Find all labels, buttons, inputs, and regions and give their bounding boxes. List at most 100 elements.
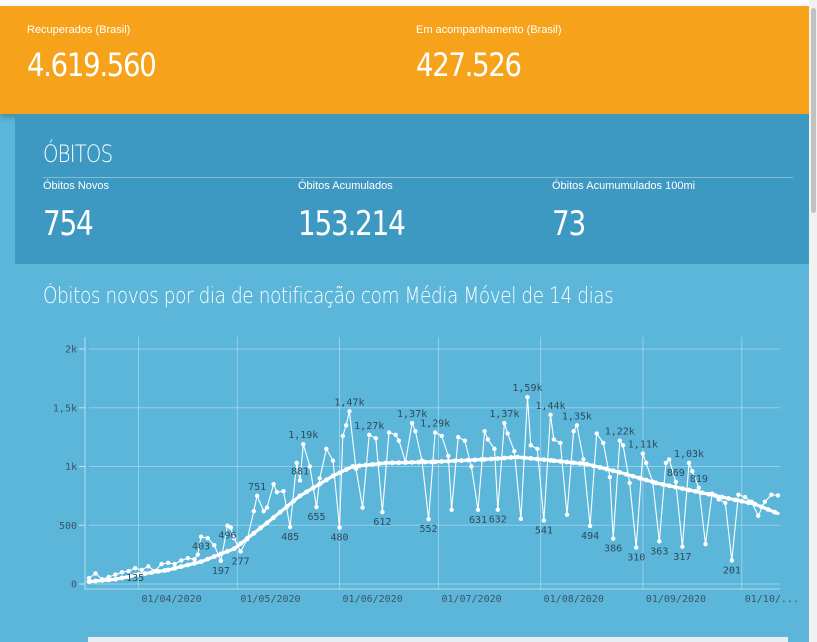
daily-deaths-point [756,513,761,519]
moving-average-point [666,483,672,489]
moving-average-point [356,463,362,469]
moving-average-point [577,461,583,466]
moving-average-point [432,459,438,465]
moving-average-point [178,564,184,570]
daily-deaths-point [165,560,171,566]
moving-average-point [277,509,283,515]
daily-deaths-point [723,500,728,506]
daily-deaths-point [742,494,748,500]
scrollbar-thumb[interactable] [811,8,816,213]
moving-average-point [597,465,603,470]
daily-deaths-point [667,457,672,462]
moving-average-point [660,481,666,487]
total-deaths-value: 153.214 [298,204,406,244]
x-tick-label: 01/09/2020 [646,594,706,605]
daily-deaths-point [192,557,197,562]
daily-deaths-point [446,453,451,459]
data-label: 403 [192,542,210,553]
moving-average-point [112,576,118,582]
moving-average-point [719,494,725,500]
data-label: 819 [690,474,708,485]
moving-average-point [172,565,178,571]
daily-deaths-point [703,541,708,547]
deaths-line-chart: 0 500 1k 1,5k 2k 01/04/2020 01/05/2020 01/06/2… [53,337,799,605]
daily-deaths-point [617,438,622,443]
moving-average-point [637,475,642,481]
daily-deaths-point [340,433,346,439]
chart-grid [84,337,780,590]
data-label: 632 [489,515,507,526]
daily-deaths-point [505,431,510,436]
moving-average-point [304,489,309,495]
moving-average-point [284,504,290,510]
data-label: 1,37k [489,409,519,420]
data-label: 631 [469,515,487,526]
daily-deaths-point [574,423,580,428]
daily-deaths-point [307,464,313,469]
total-deaths-label: Óbitos Acumulados [298,180,393,192]
top-border [0,0,809,6]
data-label: 1,29k [420,418,450,429]
data-label: 197 [212,566,230,577]
moving-average-point [488,456,494,462]
chart-title: Óbitos novos por dia de notificação com … [43,284,614,309]
daily-deaths-point [426,516,431,522]
moving-average-point [343,467,349,473]
moving-average-point [119,575,125,581]
moving-average-point [106,577,112,583]
daily-deaths-point [231,535,237,541]
daily-deaths-point [469,464,474,469]
page-scrollbar[interactable] [809,0,817,642]
daily-deaths-point [185,555,191,561]
daily-deaths-point [159,561,164,567]
deaths-title: ÓBITOS [43,140,113,168]
recovered-label: Recuperados (Brasil) [27,24,131,36]
moving-average-point [686,487,692,493]
daily-deaths-point [238,549,243,554]
daily-deaths-point [587,523,593,529]
daily-deaths-point [690,469,695,474]
moving-average-point [534,456,540,462]
moving-average-point [643,477,649,483]
moving-average-point [623,471,629,477]
monitoring-label: Em acompanhamento (Brasil) [416,24,562,36]
moving-average-point [459,458,464,463]
daily-deaths-point [393,432,398,437]
daily-deaths-point [663,460,669,466]
moving-average-point [515,454,520,460]
daily-deaths-point [347,409,352,414]
data-label: 1,35k [562,411,592,422]
moving-average-point [86,579,92,585]
moving-average-point [452,458,458,464]
y-tick-label: 1k [65,462,77,473]
data-label: 751 [248,482,266,493]
daily-deaths-point [525,394,530,400]
data-label: 1,59k [512,383,542,394]
data-label: 869 [667,468,685,479]
daily-deaths-point [762,499,768,504]
daily-deaths-point [254,493,260,498]
daily-deaths-point [673,479,679,485]
data-label: 386 [604,544,622,555]
data-label: 363 [650,546,668,557]
moving-average-point [376,461,382,467]
daily-deaths-point [558,440,563,446]
moving-average-point [745,500,751,506]
moving-average-point [571,460,577,466]
moving-average-point [673,484,679,490]
moving-average-point [439,459,445,464]
daily-deaths-point [179,558,184,563]
moving-average-point [752,501,758,507]
data-label: 1,47k [334,397,364,408]
data-label: 1,19k [288,430,318,441]
x-tick-label: 01/05/2020 [240,594,300,605]
daily-deaths-point [172,561,177,567]
moving-average-point [564,459,570,465]
moving-average-point [238,541,244,546]
moving-average-point [521,455,527,461]
moving-average-point [155,569,161,574]
monitoring-value: 427.526 [416,46,522,84]
x-tick-label: 01/08/2020 [544,594,604,605]
y-tick-label: 1,5k [53,403,77,414]
moving-average-point [610,468,616,474]
